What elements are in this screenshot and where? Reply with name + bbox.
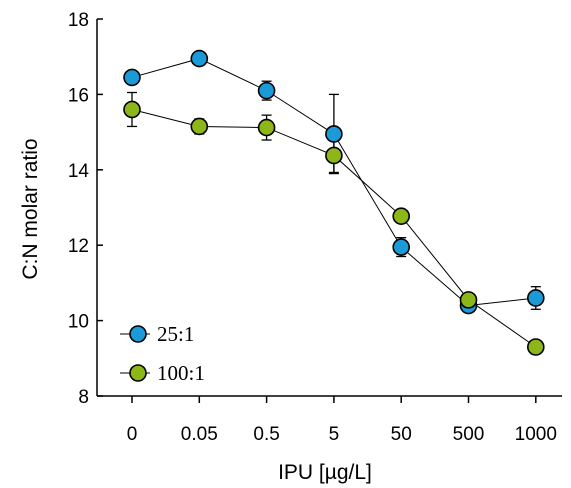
y-tick-label: 14 <box>68 161 90 182</box>
x-tick-label: 0 <box>127 424 138 445</box>
data-point <box>526 289 545 307</box>
y-tick-label: 16 <box>68 85 89 106</box>
data-point <box>459 291 478 309</box>
axes <box>96 18 562 403</box>
data-point <box>392 238 411 256</box>
data-points <box>123 49 545 356</box>
error-bars <box>127 80 541 350</box>
x-axis-title: IPU [µg/L] <box>278 461 372 484</box>
data-point <box>257 118 276 137</box>
data-point <box>392 207 411 225</box>
y-tick-label: 8 <box>78 387 89 408</box>
y-tick-label: 12 <box>68 236 89 257</box>
y-tick-label: 18 <box>68 10 89 31</box>
data-point <box>325 146 343 165</box>
data-point <box>325 125 343 143</box>
x-tick-label: 500 <box>453 424 485 445</box>
data-point <box>190 117 209 136</box>
x-tick-label: 50 <box>391 424 412 445</box>
legend-marker <box>129 325 147 343</box>
tick-labels: 8 10 12 14 16 18 0 0.05 0.5 5 50 500 1000 <box>68 10 557 445</box>
y-axis-title: C:N molar ratio <box>19 138 42 279</box>
legend-label: 25:1 <box>157 322 194 346</box>
data-point <box>123 68 141 87</box>
x-tick-label: 1000 <box>515 424 557 445</box>
legend: 25:1 100:1 <box>120 322 205 385</box>
legend-label: 100:1 <box>157 361 205 385</box>
data-point <box>123 100 141 119</box>
x-tick-label: 0.5 <box>253 424 279 445</box>
y-tick-label: 10 <box>68 312 89 333</box>
x-tick-label: 0.05 <box>181 424 218 445</box>
x-tick-label: 5 <box>329 424 340 445</box>
data-point <box>190 49 209 68</box>
data-point <box>257 81 276 100</box>
legend-marker <box>129 364 147 382</box>
data-point <box>526 338 545 356</box>
